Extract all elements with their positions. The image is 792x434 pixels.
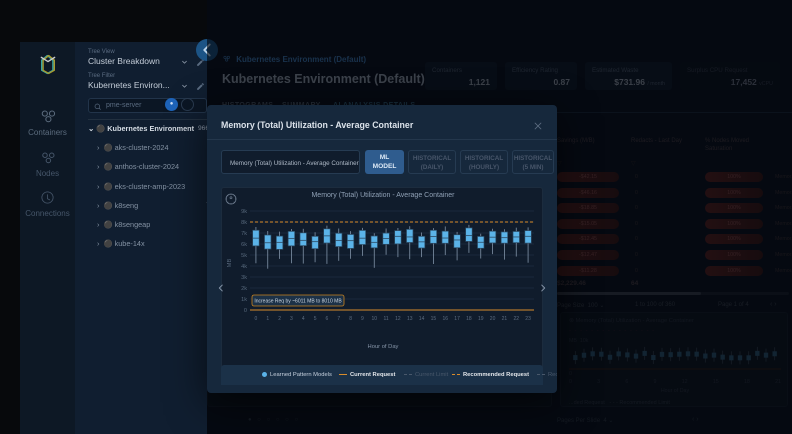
svg-text:18: 18 xyxy=(466,316,472,322)
svg-text:5: 5 xyxy=(314,316,317,322)
svg-text:4k: 4k xyxy=(241,264,247,270)
svg-text:8: 8 xyxy=(349,316,352,322)
svg-text:10: 10 xyxy=(371,316,377,322)
svg-text:0: 0 xyxy=(255,316,258,322)
svg-text:1k: 1k xyxy=(241,297,247,303)
svg-text:7: 7 xyxy=(337,316,340,322)
svg-text:0: 0 xyxy=(244,308,247,314)
svg-text:13: 13 xyxy=(407,316,413,322)
svg-text:14: 14 xyxy=(419,316,425,322)
svg-text:3: 3 xyxy=(290,316,293,322)
svg-text:7k: 7k xyxy=(241,231,247,237)
svg-text:9: 9 xyxy=(361,316,364,322)
svg-text:3k: 3k xyxy=(241,275,247,281)
svg-text:6: 6 xyxy=(326,316,329,322)
svg-text:6k: 6k xyxy=(241,242,247,248)
svg-text:4: 4 xyxy=(302,316,305,322)
svg-text:12: 12 xyxy=(395,316,401,322)
svg-text:1: 1 xyxy=(266,316,269,322)
svg-text:11: 11 xyxy=(383,316,388,322)
svg-text:9k: 9k xyxy=(241,209,247,215)
svg-text:16: 16 xyxy=(442,316,448,322)
svg-text:2: 2 xyxy=(278,316,281,322)
svg-text:23: 23 xyxy=(525,316,531,322)
svg-text:Increase Req by ~6011 MB to 80: Increase Req by ~6011 MB to 8010 MB xyxy=(254,299,342,305)
svg-text:17: 17 xyxy=(454,316,460,322)
svg-text:19: 19 xyxy=(478,316,484,322)
svg-text:20: 20 xyxy=(490,316,496,322)
svg-text:22: 22 xyxy=(513,316,519,322)
svg-text:MB: MB xyxy=(227,259,233,268)
svg-text:15: 15 xyxy=(431,316,437,322)
svg-text:2k: 2k xyxy=(241,286,247,292)
svg-text:5k: 5k xyxy=(241,253,247,259)
svg-text:8k: 8k xyxy=(241,220,247,226)
svg-text:21: 21 xyxy=(502,316,508,322)
